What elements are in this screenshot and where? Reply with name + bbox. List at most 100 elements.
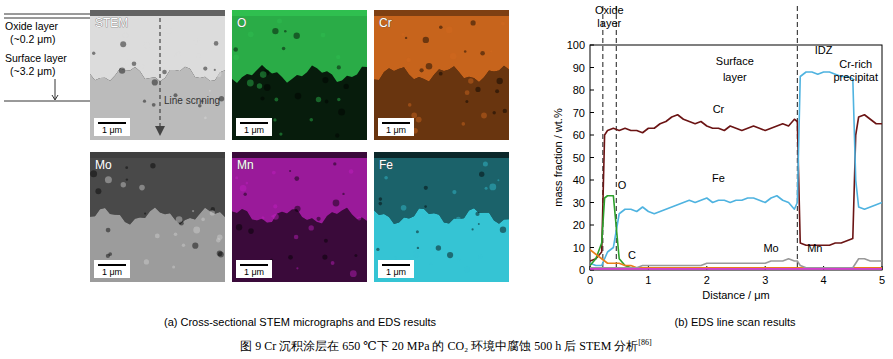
texture-speck [349, 169, 354, 174]
series-label: Fe [712, 172, 725, 184]
series-label: O [618, 179, 627, 191]
texture-speck [248, 228, 254, 234]
texture-speck [401, 205, 407, 211]
texture-speck [408, 103, 412, 107]
map-background [232, 152, 367, 282]
texture-speck [485, 187, 488, 190]
scale-bar-label: 1 μm [386, 267, 406, 277]
idz-background [374, 208, 509, 282]
texture-speck [279, 133, 282, 136]
texture-speck [317, 217, 321, 221]
texture-speck [357, 217, 361, 221]
texture-speck [333, 200, 340, 207]
texture-speck [416, 230, 419, 233]
series-line [590, 115, 882, 261]
texture-speck [439, 26, 443, 30]
annotation: IDZ [815, 44, 833, 56]
texture-speck [464, 267, 470, 273]
texture-speck [247, 80, 254, 87]
texture-speck [196, 53, 201, 58]
y-tick-label: 20 [573, 219, 585, 231]
texture-speck [233, 47, 238, 52]
texture-speck [294, 206, 300, 212]
scale-bar-box [378, 260, 414, 278]
texture-speck [350, 270, 357, 277]
texture-speck [240, 185, 247, 192]
annotation: layer [723, 71, 747, 83]
map-background [90, 10, 225, 140]
series-group [590, 72, 882, 269]
texture-speck [217, 251, 223, 257]
y-tick [590, 135, 594, 136]
map-title: Cr [379, 16, 392, 30]
y-tick [590, 112, 594, 113]
series-line [590, 250, 882, 268]
texture-speck [204, 117, 207, 120]
layer-arrowhead [52, 95, 58, 100]
texture-speck [497, 78, 503, 84]
texture-speck [271, 215, 274, 218]
eds-map: Mn1 μm [232, 152, 367, 282]
texture-speck [384, 176, 388, 180]
texture-speck [457, 258, 460, 261]
y-tick [590, 45, 594, 46]
panel-caption: (b) EDS line scan results [674, 316, 796, 328]
y-tick-label: 80 [573, 84, 585, 96]
texture-speck [465, 100, 468, 103]
texture-speck [120, 41, 126, 47]
y-tick-label: 70 [573, 107, 585, 119]
scale-bar [98, 122, 126, 124]
oxide-band [374, 152, 509, 158]
texture-speck [193, 40, 198, 45]
annotation: layer [597, 17, 621, 29]
texture-speck [493, 111, 496, 114]
y-tick-label: 100 [567, 39, 585, 51]
idz-region [90, 208, 225, 283]
y-tick [590, 247, 594, 248]
scale-bar-box [236, 260, 272, 278]
line-scan-arrowhead [155, 126, 165, 136]
y-tick-label: 90 [573, 62, 585, 74]
y-tick-label: 60 [573, 129, 585, 141]
idz-background [232, 65, 367, 140]
texture-speck [325, 100, 329, 104]
texture-speck [503, 109, 507, 113]
caption-reference: [86] [638, 338, 652, 347]
texture-speck [495, 89, 499, 93]
texture-speck [248, 31, 254, 37]
texture-speck [233, 55, 239, 61]
texture-speck [272, 28, 278, 34]
texture-speck [452, 190, 456, 194]
surface-layer-region [232, 152, 367, 282]
texture-speck [260, 71, 267, 78]
texture-speck [176, 216, 183, 223]
map-title: STEM [95, 16, 128, 30]
layer-thickness: (~0.2 μm) [10, 33, 55, 45]
texture-speck [446, 27, 453, 34]
texture-speck [296, 267, 298, 269]
x-axis-title: Distance / μm [702, 289, 769, 301]
scale-bar-box [94, 118, 130, 136]
texture-speck [197, 39, 200, 42]
caption-text: 图 9 Cr 沉积涂层在 650 ℃下 20 MPa 的 CO₂ 环境中腐蚀 5… [240, 339, 638, 353]
texture-speck [430, 263, 432, 265]
texture-speck [462, 122, 466, 126]
series-line [590, 196, 882, 268]
texture-speck [108, 252, 112, 256]
layer-line [4, 14, 90, 15]
texture-speck [324, 239, 328, 243]
texture-speck [236, 224, 242, 230]
y-tick [590, 180, 594, 181]
layer-label: Oxide layer [5, 20, 59, 32]
map-background [90, 152, 225, 282]
texture-speck [465, 90, 470, 95]
texture-speck [450, 53, 457, 60]
texture-speck [481, 113, 487, 119]
texture-speck [152, 79, 158, 85]
texture-speck [289, 170, 291, 172]
texture-speck [376, 248, 379, 251]
oxide-band-bg [232, 10, 367, 16]
series-label: C [628, 249, 636, 261]
texture-speck [182, 244, 185, 247]
texture-speck [321, 33, 326, 38]
